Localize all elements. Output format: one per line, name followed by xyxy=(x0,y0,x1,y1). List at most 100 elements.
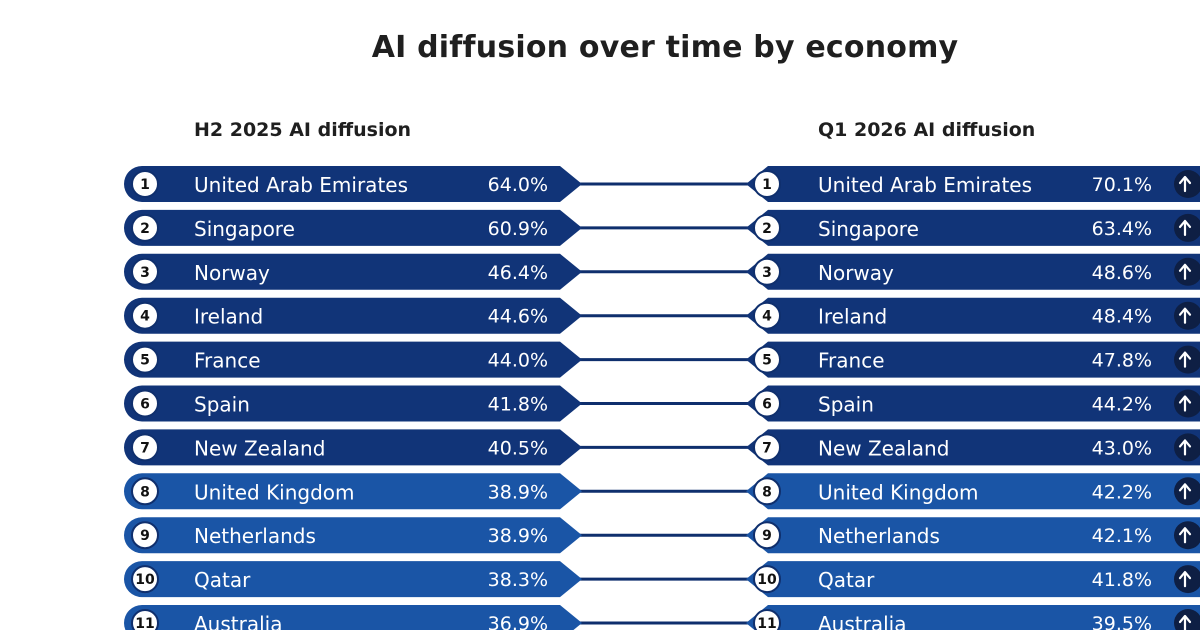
rank-badge-q1 xyxy=(753,345,781,374)
band-h2-2025 xyxy=(124,253,582,290)
arrow-up-icon xyxy=(1174,170,1200,198)
arrow-up-head xyxy=(1178,307,1192,316)
rank-number-h2: 6 xyxy=(140,397,150,413)
arrow-up-icon xyxy=(1174,345,1200,374)
value-h2: 41.8% xyxy=(488,394,548,416)
economy-name-h2: Norway xyxy=(194,261,270,285)
rank-number-h2: 2 xyxy=(140,221,150,237)
band-q1-2026 xyxy=(746,341,1200,378)
band-q1-2026 xyxy=(746,297,1200,334)
rank-number-h2: 1 xyxy=(140,177,150,193)
rank-badge-q1 xyxy=(753,213,781,242)
arrow-up-head xyxy=(1178,439,1192,448)
rank-badge-h2 xyxy=(131,345,159,374)
band-q1-2026 xyxy=(746,166,1200,202)
rank-badge-q1 xyxy=(753,565,781,594)
arrow-up-icon xyxy=(1174,389,1200,418)
value-h2: 44.6% xyxy=(488,306,548,328)
rank-badge-h2 xyxy=(131,213,159,242)
column-header-q1-2026: Q1 2026 AI diffusion xyxy=(818,119,1036,141)
rank-badge-h2 xyxy=(131,257,159,286)
economy-name-q1: Australia xyxy=(818,612,906,630)
rank-number-q1: 9 xyxy=(762,528,772,544)
value-h2: 46.4% xyxy=(488,262,548,284)
economy-name-q1: Netherlands xyxy=(818,524,940,548)
arrow-up-head xyxy=(1178,219,1192,228)
value-h2: 38.9% xyxy=(488,525,548,547)
rank-badge-q1 xyxy=(753,521,781,550)
trend-badge xyxy=(1174,477,1200,506)
arrow-up-icon xyxy=(1174,433,1200,462)
rank-number-h2: 4 xyxy=(140,309,150,325)
band-q1-2026 xyxy=(746,385,1200,422)
rank-number-q1: 10 xyxy=(757,572,777,588)
band-q1-2026 xyxy=(746,429,1200,466)
band-q1-2026 xyxy=(746,517,1200,554)
economy-name-q1: Norway xyxy=(818,261,894,285)
trend-badge xyxy=(1174,521,1200,550)
value-h2: 38.9% xyxy=(488,481,548,503)
rank-badge-h2 xyxy=(131,389,159,418)
rank-badge-h2 xyxy=(131,170,159,198)
value-h2: 64.0% xyxy=(488,174,548,196)
band-h2-2025 xyxy=(124,341,582,378)
rank-number-h2: 10 xyxy=(135,572,155,588)
band-q1-2026 xyxy=(746,209,1200,246)
arrow-up-icon xyxy=(1174,477,1200,506)
value-q1: 42.1% xyxy=(1092,525,1152,547)
value-q1: 47.8% xyxy=(1092,350,1152,372)
rank-number-h2: 8 xyxy=(140,484,150,500)
rank-badge-q1 xyxy=(753,477,781,506)
rank-number-q1: 5 xyxy=(762,353,772,369)
band-h2-2025 xyxy=(124,517,582,554)
economy-name-h2: Australia xyxy=(194,612,282,630)
economy-name-h2: United Arab Emirates xyxy=(194,173,408,197)
economy-name-q1: Singapore xyxy=(818,217,919,241)
rank-number-q1: 8 xyxy=(762,484,772,500)
band-h2-2025 xyxy=(124,166,582,202)
band-h2-2025 xyxy=(124,209,582,246)
rank-badge-q1 xyxy=(753,257,781,286)
rank-badge-q1 xyxy=(753,170,781,198)
economy-name-h2: Singapore xyxy=(194,217,295,241)
economy-name-h2: France xyxy=(194,349,261,373)
rank-number-h2: 5 xyxy=(140,353,150,369)
value-q1: 63.4% xyxy=(1092,218,1152,240)
value-q1: 43.0% xyxy=(1092,437,1152,459)
rank-number-q1: 4 xyxy=(762,309,772,325)
value-q1: 39.5% xyxy=(1092,613,1152,630)
arrow-up-icon xyxy=(1174,301,1200,330)
band-q1-2026 xyxy=(746,473,1200,510)
rank-badge-h2 xyxy=(131,565,159,594)
arrow-up-head xyxy=(1178,571,1192,580)
economy-name-q1: France xyxy=(818,349,885,373)
trend-badge xyxy=(1174,565,1200,594)
arrow-up-head xyxy=(1178,351,1192,360)
band-h2-2025 xyxy=(124,297,582,334)
value-q1: 42.2% xyxy=(1092,481,1152,503)
economy-name-h2: Spain xyxy=(194,393,250,417)
band-q1-2026 xyxy=(746,253,1200,290)
value-h2: 38.3% xyxy=(488,569,548,591)
rank-number-q1: 1 xyxy=(762,177,772,193)
band-h2-2025 xyxy=(124,605,582,630)
economy-name-h2: United Kingdom xyxy=(194,480,355,504)
arrow-up-icon xyxy=(1174,609,1200,630)
trend-badge xyxy=(1174,257,1200,286)
rank-number-q1: 11 xyxy=(757,616,776,630)
economy-name-q1: United Arab Emirates xyxy=(818,173,1032,197)
rank-number-h2: 9 xyxy=(140,528,150,544)
arrow-up-icon xyxy=(1174,257,1200,286)
value-h2: 36.9% xyxy=(488,613,548,630)
arrow-up-head xyxy=(1178,175,1192,185)
band-h2-2025 xyxy=(124,473,582,510)
economy-name-q1: Ireland xyxy=(818,305,887,329)
value-q1: 41.8% xyxy=(1092,569,1152,591)
band-q1-2026 xyxy=(746,561,1200,598)
value-h2: 44.0% xyxy=(488,350,548,372)
rank-badge-q1 xyxy=(753,433,781,462)
value-h2: 60.9% xyxy=(488,218,548,240)
rank-badge-h2 xyxy=(131,301,159,330)
rank-badge-q1 xyxy=(753,609,781,630)
trend-badge xyxy=(1174,213,1200,242)
